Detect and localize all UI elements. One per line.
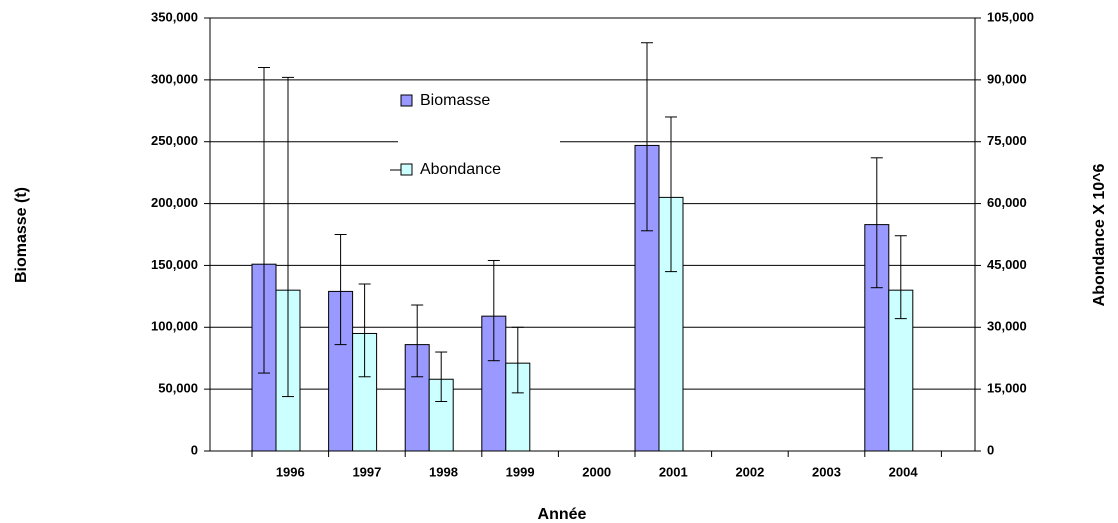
y2-tick-label: 0 xyxy=(987,442,994,457)
y2-tick-label: 75,000 xyxy=(987,133,1027,148)
x-tick-label: 1996 xyxy=(276,464,305,479)
x-tick-label: 2002 xyxy=(735,464,764,479)
x-axis-title: Année xyxy=(538,506,587,523)
x-tick-label: 2000 xyxy=(582,464,611,479)
y2-tick-label: 105,000 xyxy=(987,9,1034,24)
legend-label: Abondance xyxy=(420,161,501,178)
y-tick-label: 200,000 xyxy=(151,195,198,210)
x-tick-label: 2004 xyxy=(889,464,919,479)
x-tick-label: 2003 xyxy=(812,464,841,479)
y-axis-title: Biomasse (t) xyxy=(13,187,30,283)
y-tick-label: 50,000 xyxy=(158,381,198,396)
y-tick-label: 250,000 xyxy=(151,133,198,148)
y2-axis-title: Abondance X 10^6 xyxy=(1091,164,1108,307)
legend-label: Biomasse xyxy=(420,92,490,109)
legend-swatch xyxy=(400,163,413,176)
y-tick-label: 300,000 xyxy=(151,71,198,86)
y-tick-label: 100,000 xyxy=(151,319,198,334)
legend-swatch xyxy=(400,94,413,107)
y2-tick-label: 45,000 xyxy=(987,257,1027,272)
y2-tick-label: 90,000 xyxy=(987,71,1027,86)
x-tick-label: 1997 xyxy=(352,464,381,479)
y2-tick-label: 30,000 xyxy=(987,319,1027,334)
x-tick-label: 1998 xyxy=(429,464,458,479)
legend-box xyxy=(398,86,560,182)
x-tick-label: 1999 xyxy=(506,464,535,479)
y-tick-label: 350,000 xyxy=(151,9,198,24)
y-tick-label: 150,000 xyxy=(151,257,198,272)
y2-tick-label: 15,000 xyxy=(987,381,1027,396)
y-tick-label: 0 xyxy=(191,442,198,457)
x-tick-label: 2001 xyxy=(659,464,688,479)
y2-tick-label: 60,000 xyxy=(987,195,1027,210)
